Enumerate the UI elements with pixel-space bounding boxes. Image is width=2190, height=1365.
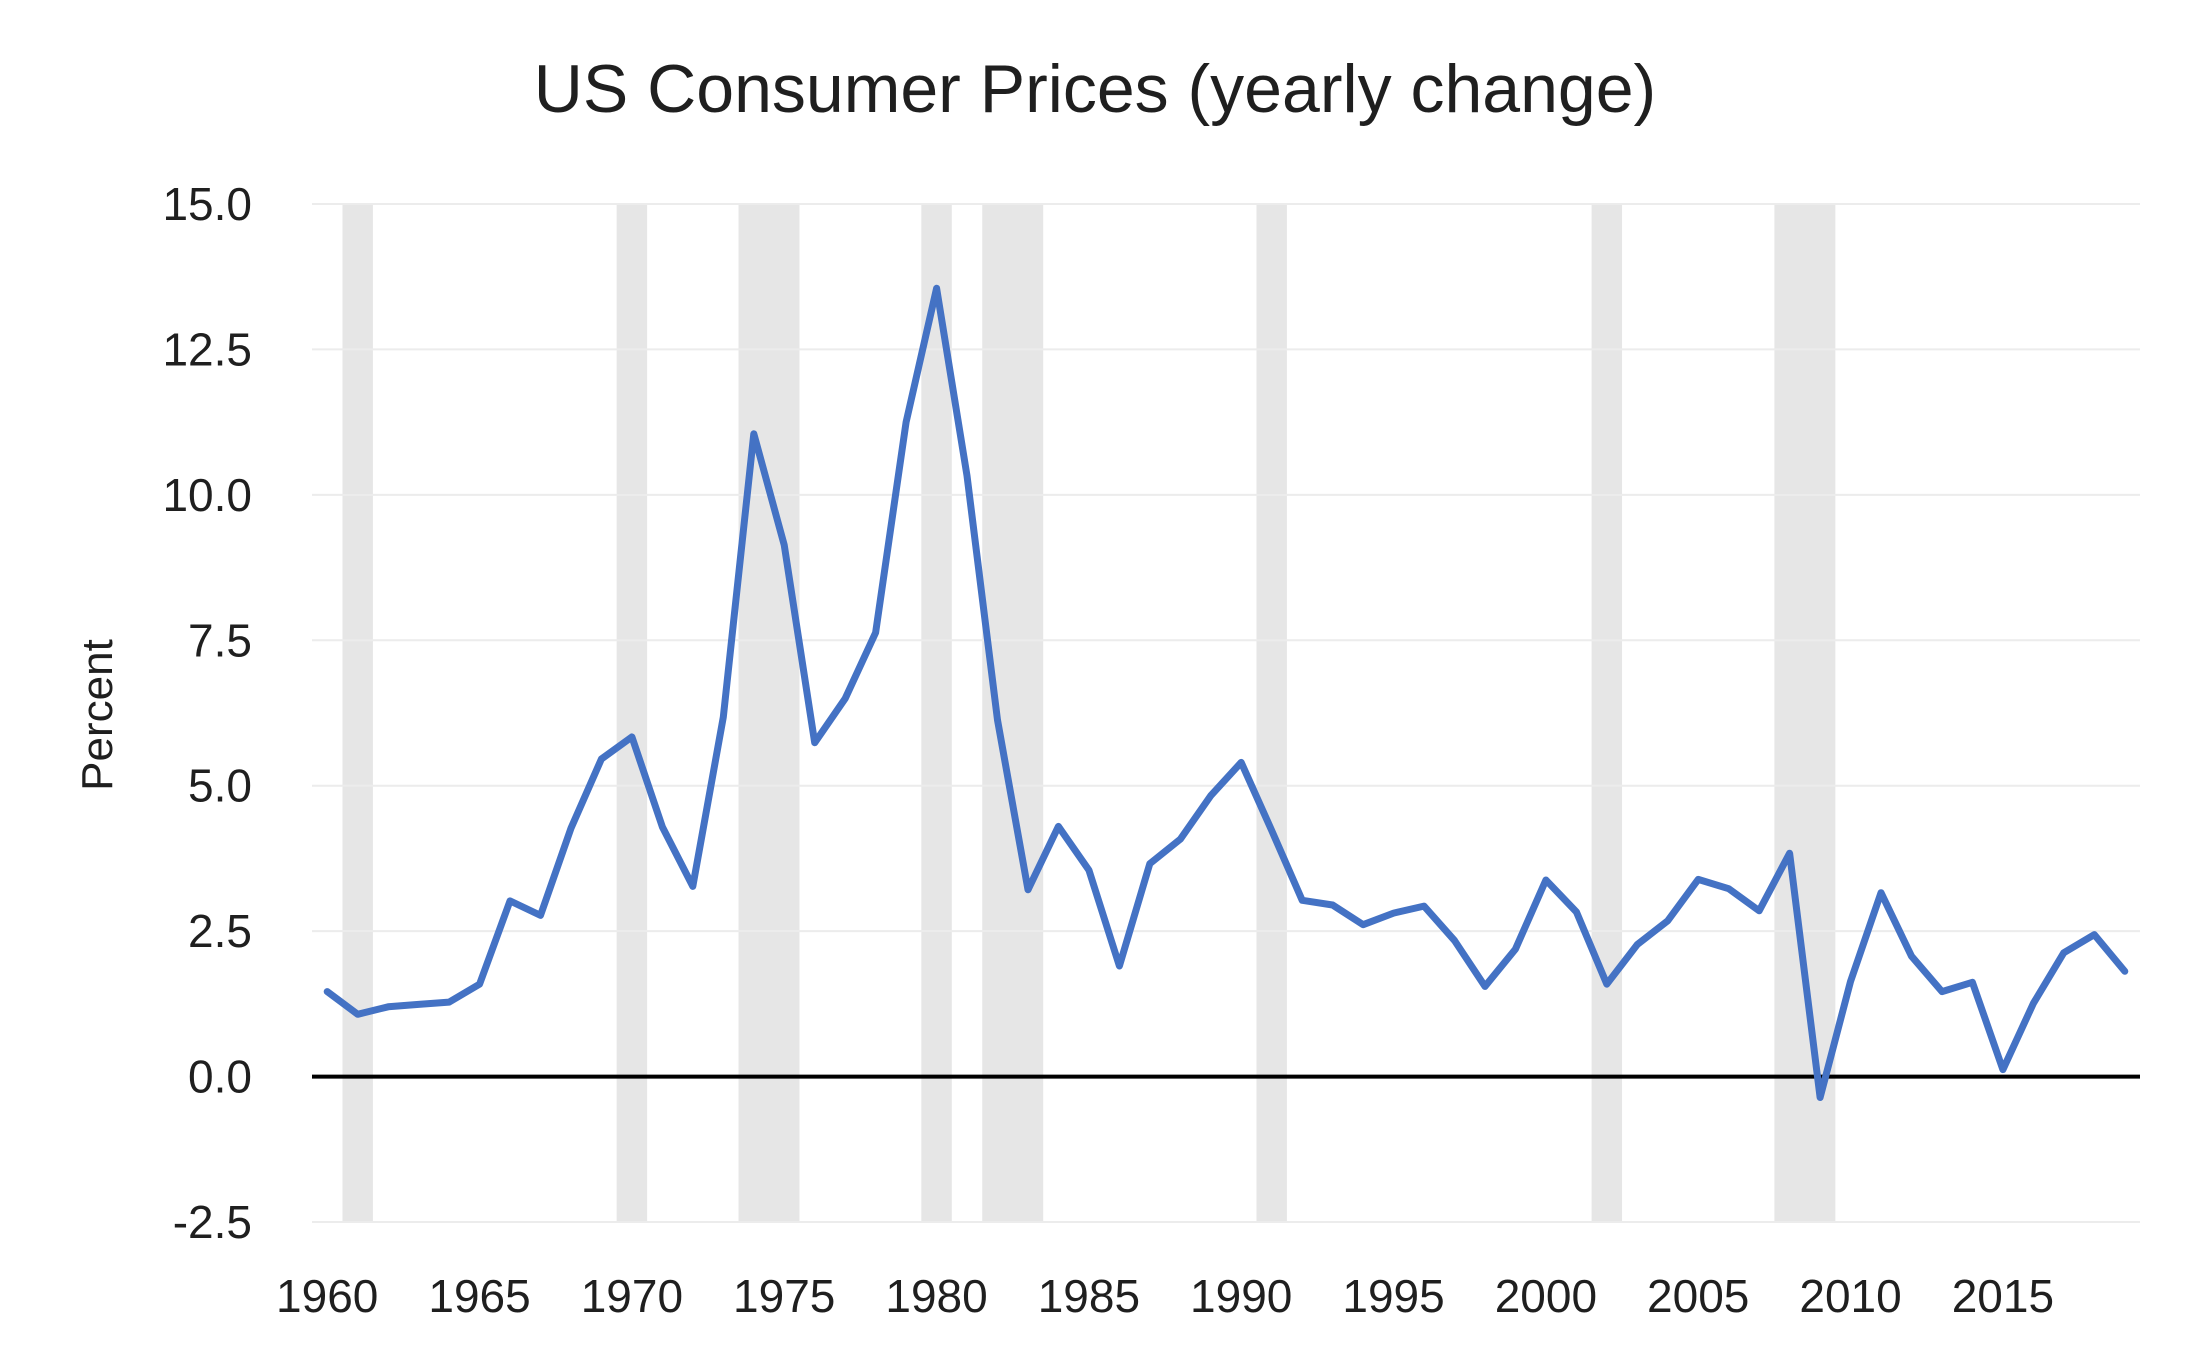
x-tick-label: 1975 [733,1270,835,1322]
recession-band-6 [1591,204,1623,1222]
x-tick-label: 1990 [1190,1270,1292,1322]
recession-band-5 [1256,204,1287,1222]
recession-bands [342,204,1836,1222]
y-tick-label: 12.5 [162,323,252,375]
y-tick-label: 15.0 [162,178,252,230]
series-group [323,284,2129,1101]
recession-band-7 [1774,204,1836,1222]
x-tick-label: 2000 [1495,1270,1597,1322]
y-tick-label: 10.0 [162,469,252,521]
y-tick-label: -2.5 [173,1196,252,1248]
y-axis-label: Percent [73,639,122,791]
x-tick-label: 1965 [428,1270,530,1322]
x-tick-label: 1995 [1342,1270,1444,1322]
x-tick-label: 2010 [1799,1270,1901,1322]
series-line [323,284,2129,1101]
x-tick-label: 2005 [1647,1270,1749,1322]
recession-band-0 [342,204,373,1222]
y-tick-label: 0.0 [188,1051,252,1103]
chart-title: US Consumer Prices (yearly change) [534,51,1656,127]
y-axis-ticks: 15.0 12.5 10.0 7.5 5.0 2.5 0.0 -2.5 [162,178,252,1248]
x-axis-ticks: 1960 1965 1970 1975 1980 1985 1990 1995 2000 2005… [276,1270,2054,1322]
x-tick-label: 1980 [885,1270,987,1322]
x-tick-label: 1985 [1038,1270,1140,1322]
x-tick-label: 1960 [276,1270,378,1322]
x-tick-label: 1970 [581,1270,683,1322]
x-tick-label: 2015 [1952,1270,2054,1322]
y-tick-label: 5.0 [188,760,252,812]
y-tick-label: 2.5 [188,905,252,957]
recession-band-1 [616,204,648,1222]
y-tick-label: 7.5 [188,614,252,666]
recession-band-3 [921,204,952,1222]
recession-band-2 [738,204,800,1222]
gridlines [312,203,2140,1223]
recession-band-4 [982,204,1044,1222]
